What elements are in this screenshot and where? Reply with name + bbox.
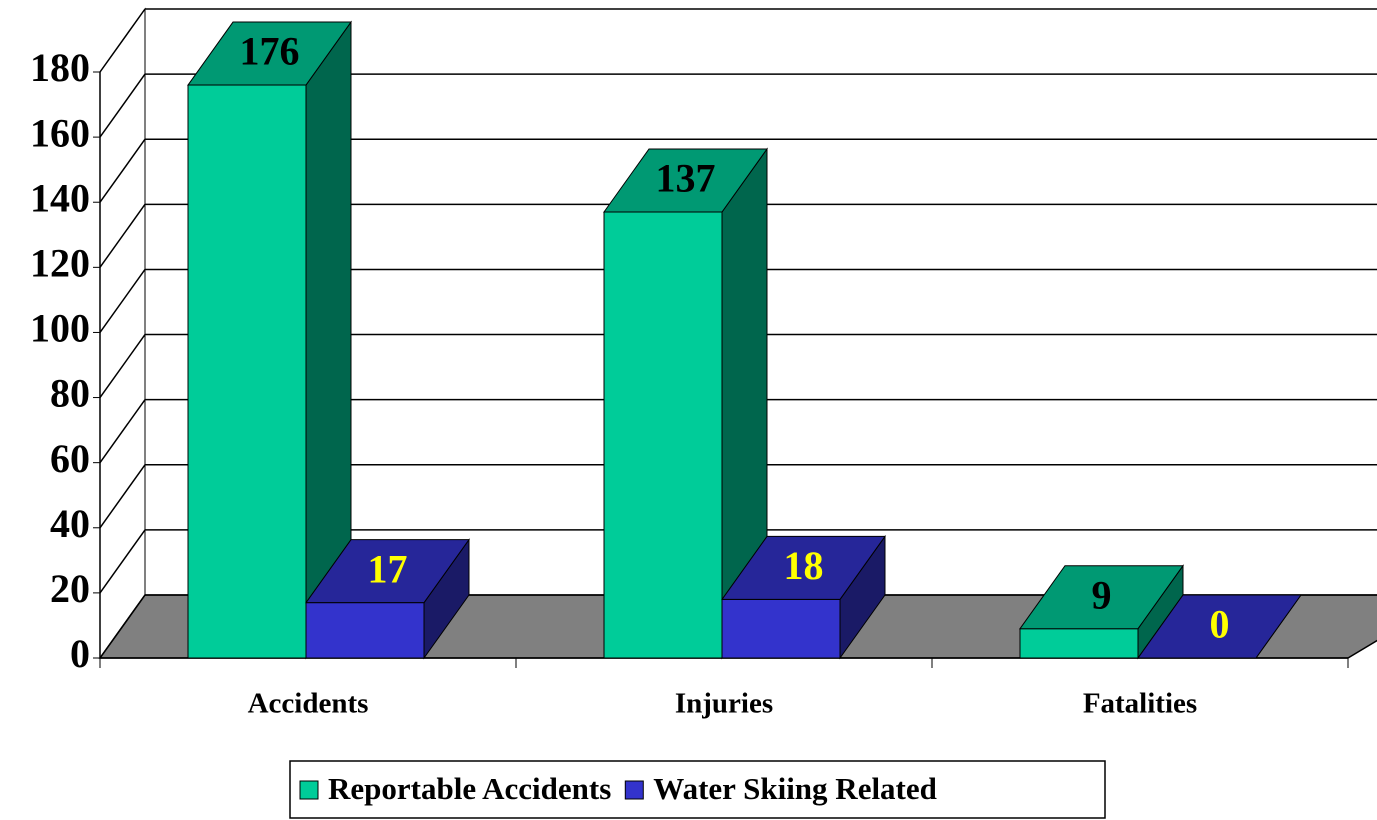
bar xyxy=(1019,628,1139,659)
grid-line xyxy=(99,399,146,464)
data-label: 137 xyxy=(656,156,716,201)
data-label: 9 xyxy=(1092,572,1112,617)
data-label: 0 xyxy=(1210,602,1230,647)
y-tick-label: 60 xyxy=(50,436,90,481)
legend-swatch xyxy=(299,780,319,800)
y-tick-label: 160 xyxy=(30,110,90,155)
grid-line xyxy=(99,464,146,529)
bar xyxy=(187,84,307,659)
grid-line xyxy=(99,334,146,398)
grid-line xyxy=(99,8,146,73)
bar-top xyxy=(187,21,352,86)
bar-top xyxy=(1019,565,1184,630)
x-tick-label: Fatalities xyxy=(1083,688,1197,720)
grid-line xyxy=(99,138,146,203)
y-tick-label: 140 xyxy=(30,175,90,220)
bar xyxy=(603,211,723,659)
y-tick-label: 100 xyxy=(30,306,90,351)
x-tick-label: Accidents xyxy=(248,688,369,720)
data-label: 176 xyxy=(240,29,300,74)
grid-line xyxy=(99,269,146,333)
legend-label: Water Skiing Related xyxy=(653,771,937,806)
x-tick-label: Injuries xyxy=(675,688,773,720)
y-tick-label: 120 xyxy=(30,241,90,286)
y-tick-label: 20 xyxy=(50,566,90,611)
y-tick-label: 180 xyxy=(30,45,90,90)
bar xyxy=(721,598,841,659)
legend-swatch xyxy=(624,780,644,800)
grid-line xyxy=(99,73,146,138)
grid-line xyxy=(99,594,146,659)
y-tick-label: 40 xyxy=(50,501,90,546)
data-label: 18 xyxy=(784,543,824,588)
y-tick-label: 0 xyxy=(70,631,90,676)
y-tick-label: 80 xyxy=(50,371,90,416)
bar-top xyxy=(305,539,470,604)
grid-line xyxy=(99,203,146,268)
bar-top xyxy=(603,148,768,213)
legend xyxy=(289,760,1106,819)
grid-line xyxy=(99,529,146,594)
bar xyxy=(305,602,425,659)
legend-label: Reportable Accidents xyxy=(328,771,611,806)
data-label: 17 xyxy=(368,546,408,591)
bar-top xyxy=(721,535,886,600)
bar-top xyxy=(1137,594,1302,659)
